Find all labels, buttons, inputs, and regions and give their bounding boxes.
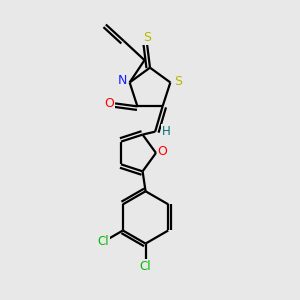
Text: H: H [162,125,171,138]
Text: Cl: Cl [140,260,152,273]
Text: O: O [158,145,167,158]
Text: S: S [143,31,151,44]
Text: S: S [174,75,182,88]
Text: O: O [104,97,114,110]
Text: N: N [118,74,127,87]
Text: Cl: Cl [97,236,109,248]
